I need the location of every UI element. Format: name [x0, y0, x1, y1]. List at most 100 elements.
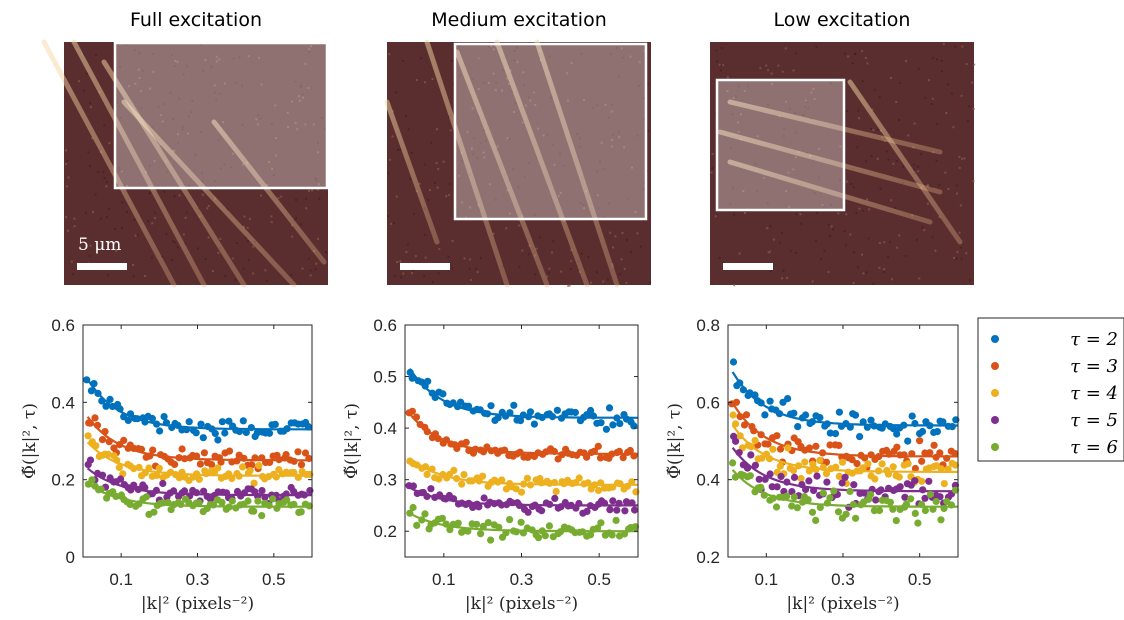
- data-point: [602, 425, 611, 433]
- data-point: [159, 479, 167, 488]
- data-point: [951, 461, 960, 469]
- fit-curve: [86, 482, 312, 508]
- data-point: [777, 472, 785, 481]
- legend-marker: [991, 335, 999, 343]
- legend-marker: [991, 362, 999, 370]
- data-point: [596, 454, 605, 462]
- data-point: [788, 502, 796, 510]
- data-point: [250, 479, 258, 487]
- data-point: [609, 421, 617, 429]
- x-axis-label: |k|² (pixels⁻²): [786, 594, 899, 614]
- data-point: [148, 414, 156, 423]
- data-point: [813, 472, 821, 480]
- data-point: [773, 432, 781, 440]
- fit-curve: [86, 378, 312, 431]
- data-point: [297, 461, 306, 469]
- data-point: [575, 474, 583, 482]
- data-point: [178, 445, 186, 453]
- data-point: [841, 473, 849, 481]
- data-point: [438, 514, 446, 522]
- data-point: [914, 519, 922, 527]
- data-point: [766, 470, 774, 478]
- data-point: [812, 442, 820, 450]
- plot-low: 0.1 0.3 0.5 0.2 0.4 0.6 0.8 |k|² (pixels⁻²) Φ̃(|…: [665, 316, 960, 614]
- data-point: [294, 448, 302, 456]
- data-point: [586, 531, 595, 539]
- data-point: [98, 436, 107, 444]
- data-point: [616, 420, 624, 428]
- y-tick-label: 0.5: [373, 368, 397, 387]
- fit-curve: [731, 424, 958, 473]
- scale-bar: [723, 263, 773, 270]
- data-point: [526, 408, 535, 416]
- data-point: [225, 447, 234, 455]
- data-point: [797, 474, 805, 483]
- data-point: [597, 419, 605, 427]
- data-point: [583, 507, 591, 515]
- data-point: [936, 493, 944, 501]
- data-point: [473, 520, 481, 528]
- legend-label: τ = 5: [1070, 410, 1118, 431]
- data-point: [875, 506, 884, 515]
- data-point: [171, 460, 179, 468]
- data-point: [258, 511, 266, 520]
- data-point: [751, 461, 760, 469]
- data-point: [864, 460, 872, 468]
- data-point: [551, 494, 559, 502]
- fit-curve: [731, 469, 958, 508]
- data-point: [242, 428, 250, 436]
- data-point: [115, 463, 123, 472]
- y-tick-label: 0: [66, 548, 75, 567]
- data-point: [783, 492, 791, 500]
- data-point: [801, 458, 809, 466]
- data-point: [850, 481, 858, 489]
- data-point: [439, 390, 447, 398]
- data-point: [838, 479, 846, 487]
- data-point: [740, 421, 749, 429]
- data-point: [214, 464, 222, 472]
- data-point: [901, 493, 909, 501]
- data-point: [244, 497, 252, 505]
- data-point: [297, 508, 305, 516]
- data-point: [631, 523, 640, 531]
- y-tick-label: 0.3: [373, 471, 397, 490]
- scale-bar: [77, 263, 127, 270]
- data-point: [846, 487, 854, 495]
- data-point: [921, 494, 929, 502]
- data-point: [126, 500, 134, 509]
- data-point: [484, 519, 492, 527]
- data-point: [301, 449, 310, 457]
- data-point: [933, 428, 942, 436]
- data-point: [911, 477, 919, 485]
- data-point: [747, 451, 755, 459]
- data-point: [729, 358, 738, 366]
- data-point: [834, 508, 843, 516]
- data-point: [622, 498, 631, 506]
- data-point: [937, 465, 945, 473]
- plot-full: 0.1 0.3 0.5 0 0.2 0.4 0.6 |k|² (pixels⁻²) Φ̃(|k|…: [20, 316, 314, 614]
- legend-marker: [991, 443, 999, 451]
- data-point: [939, 418, 947, 426]
- data-point: [106, 395, 114, 403]
- data-point: [149, 446, 157, 454]
- data-point: [889, 425, 898, 433]
- data-point: [895, 473, 903, 481]
- data-point: [628, 478, 636, 486]
- data-point: [919, 486, 927, 494]
- panel-title-medium: Medium excitation: [431, 9, 607, 31]
- data-point: [859, 464, 867, 472]
- data-point: [421, 510, 429, 518]
- data-point: [936, 449, 944, 457]
- scale-bar: [400, 263, 450, 270]
- data-point: [265, 501, 273, 510]
- data-point: [200, 487, 208, 495]
- data-point: [254, 497, 262, 505]
- data-point: [142, 493, 150, 501]
- data-point: [487, 402, 495, 410]
- data-point: [250, 507, 258, 515]
- data-point: [908, 412, 916, 420]
- data-point: [802, 411, 810, 419]
- data-point: [826, 441, 834, 449]
- data-point: [761, 411, 769, 419]
- data-point: [413, 521, 421, 530]
